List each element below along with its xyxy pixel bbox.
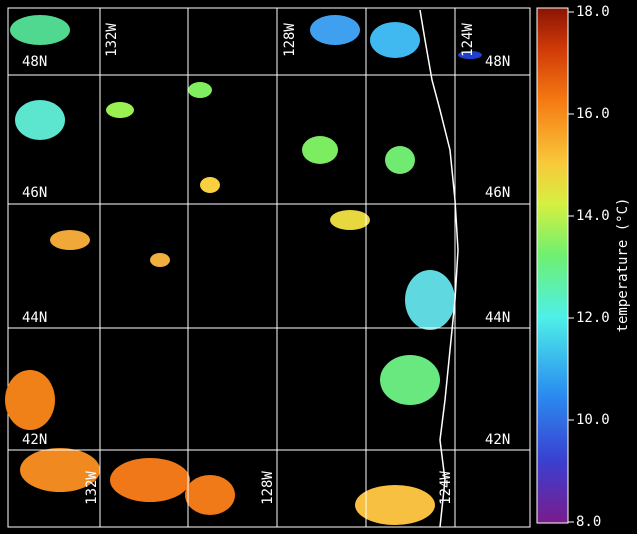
colorbar-tick-label: 12.0 <box>576 310 610 326</box>
lat-label: 46N <box>22 185 47 201</box>
lon-label: 128W <box>260 471 276 505</box>
coastline <box>419 9 459 528</box>
colorbar-tick-label: 10.0 <box>576 412 610 428</box>
colorbar-tick-label: 8.0 <box>576 514 601 530</box>
colorbar <box>536 7 569 524</box>
sst-patches <box>5 15 482 525</box>
colorbar-tick-label: 18.0 <box>576 4 610 20</box>
lat-label: 42N <box>485 432 510 448</box>
lon-label: 124W <box>460 23 476 57</box>
graticule <box>8 8 530 527</box>
colorbar-tick-label: 16.0 <box>576 106 610 122</box>
lon-label: 132W <box>104 23 120 57</box>
lat-label: 48N <box>485 54 510 70</box>
lat-label: 42N <box>22 432 47 448</box>
lat-label: 44N <box>485 310 510 326</box>
lon-label: 128W <box>282 23 298 57</box>
colorbar-tick-label: 14.0 <box>576 208 610 224</box>
lat-label: 44N <box>22 310 47 326</box>
lat-label: 46N <box>485 185 510 201</box>
lat-label: 48N <box>22 54 47 70</box>
lon-label: 124W <box>438 471 454 505</box>
map-frame <box>7 7 531 528</box>
lon-label: 132W <box>84 471 100 505</box>
colorbar-label: temperature (°C) <box>615 198 631 333</box>
